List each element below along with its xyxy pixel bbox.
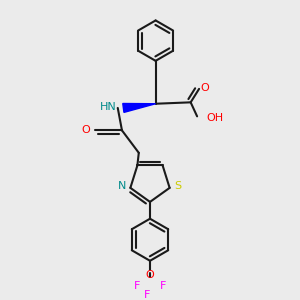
Text: F: F xyxy=(159,281,166,291)
Polygon shape xyxy=(123,103,156,112)
Text: N: N xyxy=(118,182,127,191)
Text: O: O xyxy=(82,124,90,134)
Text: F: F xyxy=(134,281,141,291)
Text: HN: HN xyxy=(100,101,116,112)
Text: O: O xyxy=(146,270,154,280)
Text: O: O xyxy=(201,83,210,93)
Text: S: S xyxy=(174,182,181,191)
Text: OH: OH xyxy=(206,113,223,123)
Text: F: F xyxy=(144,290,150,300)
